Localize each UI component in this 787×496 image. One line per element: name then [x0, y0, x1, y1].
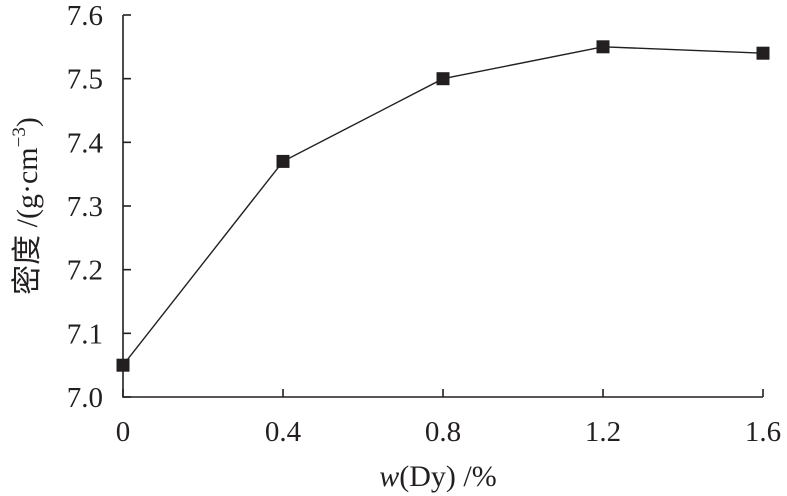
y-tick-label: 7.2 — [67, 255, 103, 287]
y-tick-label: 7.4 — [67, 127, 104, 159]
x-ticks — [122, 389, 764, 397]
x-tick-label: 0.4 — [265, 416, 302, 448]
y-tick-labels: 7.0 7.1 7.2 7.3 7.4 7.5 7.6 — [67, 0, 104, 414]
y-axis-title-main: 密度 /(g·cm — [11, 147, 44, 294]
data-point-marker — [756, 46, 770, 60]
y-ticks — [123, 14, 131, 398]
data-point-marker — [276, 154, 290, 168]
y-axis-title-close: ) — [11, 117, 44, 127]
x-axis-title-var: w — [379, 460, 399, 493]
data-point-marker — [596, 40, 610, 54]
data-point-marker — [436, 72, 450, 86]
y-tick-label: 7.6 — [67, 0, 103, 32]
series — [122, 46, 764, 366]
y-tick-label: 7.0 — [67, 382, 103, 414]
y-tick-label: 7.5 — [67, 64, 103, 96]
data-point-marker — [116, 358, 130, 372]
y-tick-label: 7.1 — [67, 318, 103, 350]
series-line — [122, 46, 764, 366]
markers — [116, 40, 770, 372]
x-tick-label: 0.8 — [425, 416, 461, 448]
x-tick-label: 1.6 — [745, 416, 781, 448]
y-axis-title-sup: −3 — [9, 127, 30, 147]
x-tick-label: 0 — [116, 416, 131, 448]
y-tick-label: 7.3 — [67, 191, 103, 223]
x-axis-title-rest: (Dy) /% — [399, 460, 496, 493]
y-axis-title: 密度 /(g·cm−3) — [9, 117, 44, 295]
x-tick-labels: 0 0.4 0.8 1.2 1.6 — [116, 416, 781, 448]
x-axis-title: w(Dy) /% — [379, 460, 497, 493]
x-tick-label: 1.2 — [585, 416, 621, 448]
